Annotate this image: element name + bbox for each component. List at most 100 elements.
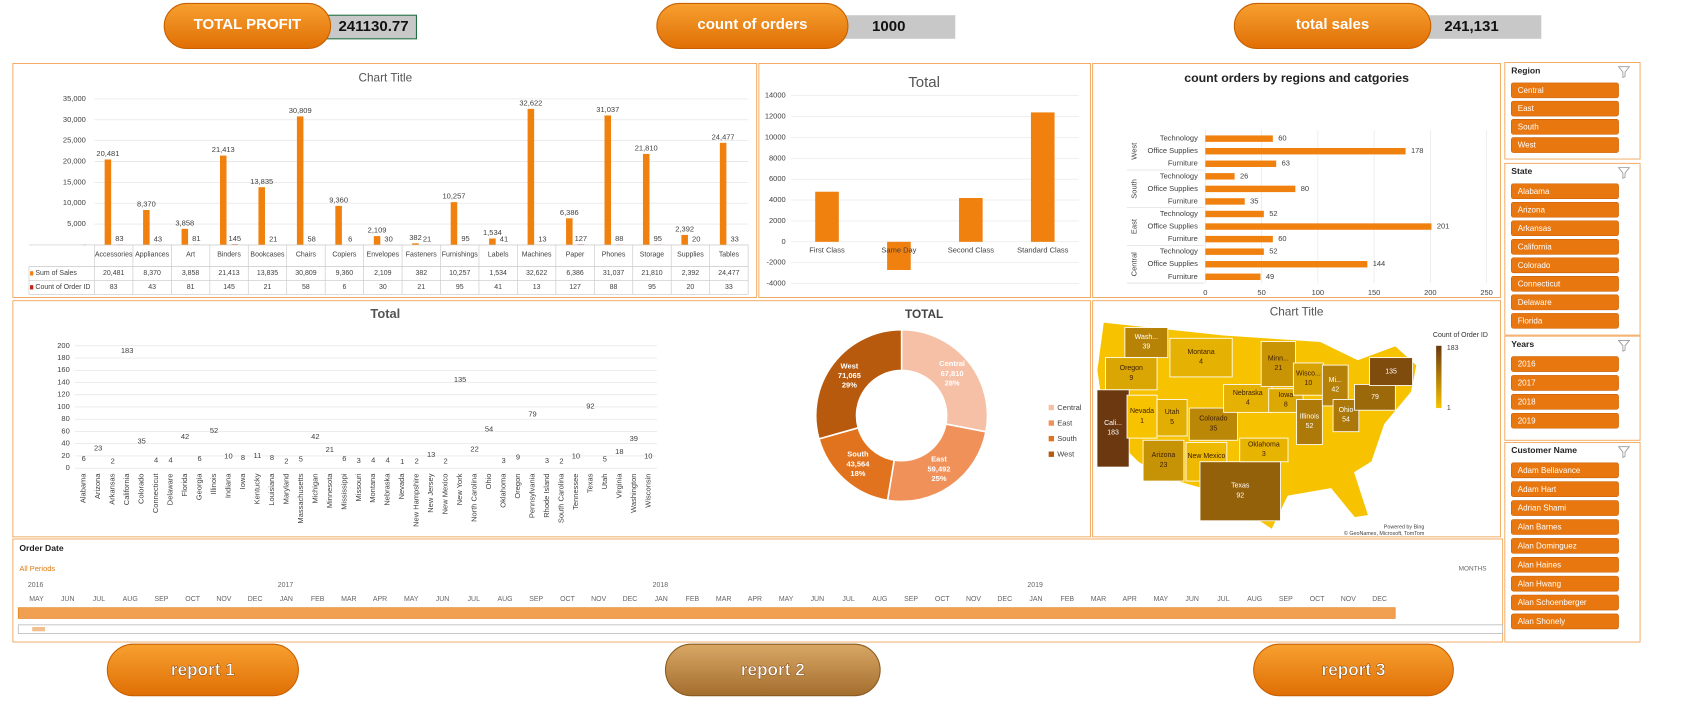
data-label: 31,037: [596, 105, 619, 114]
slice-label: West: [841, 361, 859, 370]
region-label: Minn...: [1268, 356, 1289, 363]
timeline-year: 2017: [278, 582, 294, 589]
slicer-item[interactable]: [1510, 594, 1619, 611]
data-label: 6: [342, 454, 346, 463]
slicer-item[interactable]: [1510, 82, 1619, 99]
kpi-value: 241,131: [1444, 18, 1498, 35]
slicer-item[interactable]: [1510, 119, 1619, 135]
timeline-month: MAY: [29, 596, 44, 603]
slicer-item[interactable]: [1510, 137, 1619, 153]
kpi-value: 1000: [872, 18, 905, 35]
data-label: 49: [1266, 272, 1274, 281]
slicer-item-label: Adam Hart: [1518, 485, 1557, 494]
slicer-item[interactable]: [1510, 412, 1619, 429]
slicer-item[interactable]: [1510, 239, 1619, 255]
slicer-clear-icon[interactable]: [1617, 167, 1631, 180]
slicer-item[interactable]: [1510, 100, 1619, 117]
table-cell: 20,481: [103, 270, 124, 277]
region-value: 5: [1170, 419, 1174, 426]
map-region: [1296, 399, 1323, 445]
bar: [1205, 147, 1406, 155]
slicer-item[interactable]: [1510, 613, 1619, 630]
slicer-item[interactable]: [1510, 313, 1619, 329]
chart-title: Chart Title: [1270, 305, 1324, 319]
slicer-item[interactable]: [1510, 220, 1619, 237]
data-label: 52: [1269, 209, 1277, 218]
report-button[interactable]: report 2: [664, 643, 881, 697]
x-tick-label: Arkansas: [108, 473, 117, 505]
x-tick-label: New Jersey: [426, 473, 435, 512]
timeline-scrollbar[interactable]: [17, 624, 1504, 634]
slicer-item[interactable]: [1510, 481, 1619, 497]
group-label: West: [1130, 142, 1139, 160]
slicer-title: Years: [1511, 339, 1534, 349]
bar: [1205, 135, 1273, 142]
table-cell: 81: [187, 284, 195, 291]
data-label: 20: [692, 234, 700, 243]
data-label: 24,477: [712, 132, 735, 141]
region-label: Mi...: [1329, 377, 1342, 384]
slicer-item[interactable]: [1510, 257, 1619, 274]
map-region: [1188, 407, 1238, 441]
y-tick-label: 25,000: [63, 136, 86, 145]
pie-slice: [814, 328, 903, 440]
data-label: 3: [357, 456, 361, 465]
bar: [681, 234, 688, 245]
slicer-item[interactable]: [1510, 500, 1619, 516]
bar: [959, 197, 983, 242]
slicer-clear-icon[interactable]: [1617, 340, 1631, 352]
slicer-item-label: Alan Hwang: [1518, 579, 1561, 588]
slicer-item-label: Arizona: [1518, 205, 1546, 214]
slicer-item[interactable]: [1510, 201, 1619, 218]
data-label: 3: [545, 456, 549, 465]
timeline-month: SEP: [904, 596, 918, 603]
region-value: 35: [1210, 425, 1218, 432]
slicer-item[interactable]: [1510, 556, 1619, 573]
report-button[interactable]: report 3: [1253, 643, 1454, 697]
x-tick-label: Storage: [640, 251, 665, 258]
x-tick-label: Iowa: [238, 473, 247, 490]
timeline-bar[interactable]: [17, 607, 1396, 619]
slicer-item[interactable]: [1510, 375, 1619, 391]
slicer-item-label: West: [1518, 141, 1537, 150]
table-cell: 6: [342, 284, 346, 291]
slicer-clear-icon[interactable]: [1617, 446, 1631, 459]
slicer-item[interactable]: [1510, 519, 1619, 535]
timeline-month: OCT: [1310, 596, 1325, 603]
y-tick-label: 200: [57, 341, 70, 350]
timeline-month: JUL: [468, 596, 481, 603]
data-label: 382: [409, 233, 422, 242]
button-label: report 3: [1322, 660, 1386, 680]
y-tick-label: 12000: [765, 112, 786, 121]
table-cell: 58: [302, 284, 310, 291]
slicer-item[interactable]: [1510, 276, 1619, 292]
slicer-item-label: Colorado: [1518, 261, 1551, 270]
timeline-month: FEB: [686, 596, 700, 603]
bar: [1205, 223, 1432, 230]
data-label: 5: [299, 455, 303, 464]
slicer-item[interactable]: [1510, 575, 1619, 592]
report-button[interactable]: report 1: [106, 643, 299, 697]
region-label: Iowa: [1278, 392, 1293, 399]
slicer-item[interactable]: [1510, 294, 1619, 311]
slicer-item[interactable]: [1510, 538, 1619, 554]
slice-value: 67,810: [941, 369, 964, 378]
slice-percent: 25%: [931, 474, 946, 483]
y-tick-label: Technology: [1160, 134, 1198, 143]
slicer-item[interactable]: [1510, 462, 1619, 479]
table-cell: 9,360: [336, 270, 354, 277]
slicer-item[interactable]: [1510, 394, 1619, 410]
slicer-clear-icon[interactable]: [1617, 66, 1631, 79]
slicer-item[interactable]: [1510, 183, 1619, 200]
timeline-month: OCT: [185, 596, 200, 603]
slicer-item[interactable]: [1510, 356, 1619, 372]
x-tick-label: Texas: [585, 473, 594, 493]
y-tick-label: 120: [57, 390, 70, 399]
x-tick-label: Envelopes: [367, 251, 400, 258]
data-label: 13: [538, 234, 546, 243]
bar: [1205, 261, 1368, 268]
data-label: 42: [311, 432, 319, 441]
data-label: 2,109: [368, 226, 387, 235]
y-tick-label: Office Supplies: [1148, 184, 1199, 193]
table-cell: 41: [494, 284, 502, 291]
